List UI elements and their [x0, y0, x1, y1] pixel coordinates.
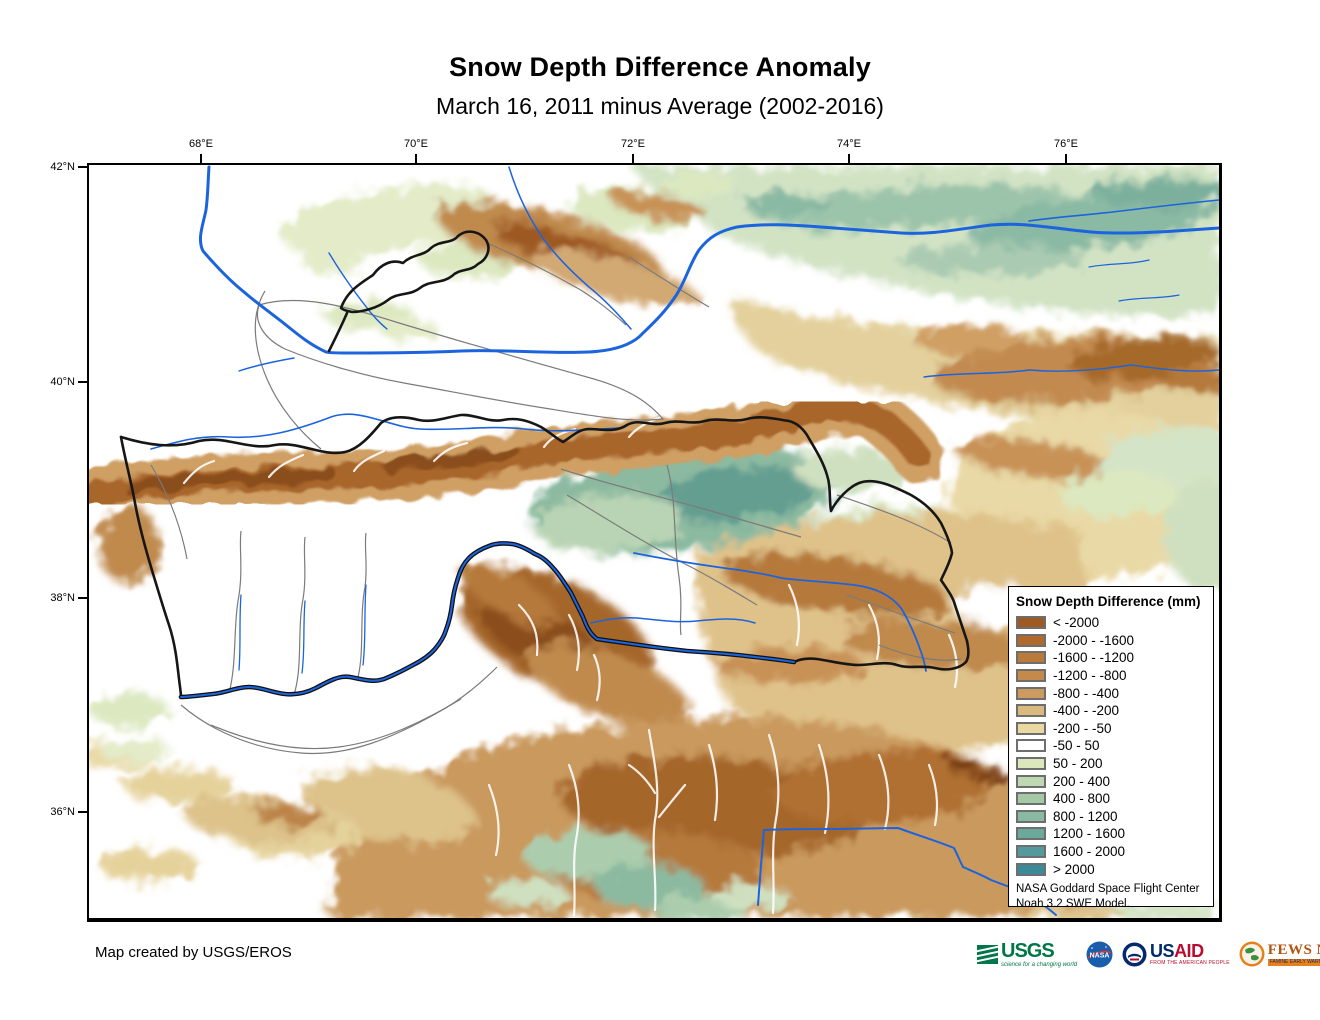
nasa-meatball-icon: NASA — [1086, 941, 1113, 967]
legend-label: 400 - 800 — [1053, 791, 1111, 807]
legend-label: -800 - -400 — [1053, 685, 1120, 701]
fewsnet-globe-icon — [1239, 941, 1265, 967]
legend-label: -50 - 50 — [1053, 738, 1100, 754]
lon-tick-label: 68°E — [189, 138, 213, 150]
usgs-wordmark: USGS — [1001, 939, 1055, 962]
lat-tick-mark — [78, 381, 87, 383]
legend-source-line2: Noah 3.2 SWE Model. — [1016, 897, 1130, 910]
page-subtitle: March 16, 2011 minus Average (2002-2016) — [436, 93, 884, 119]
legend-label: -400 - -200 — [1053, 703, 1120, 719]
legend-label: < -2000 — [1053, 615, 1100, 631]
fewsnet-tagline: FAMINE EARLY WARNING SYSTEMS NETWORK — [1267, 958, 1320, 966]
lon-tick-label: 70°E — [404, 138, 428, 150]
legend-label: 1200 - 1600 — [1053, 826, 1126, 842]
legend-row: 1600 - 2000 — [1016, 843, 1207, 861]
legend-swatch — [1016, 633, 1046, 647]
legend-swatch — [1016, 757, 1046, 771]
map-canvas — [89, 165, 1219, 918]
lat-tick-mark — [78, 597, 87, 599]
usgs-logo: USGS science for a changing world — [977, 941, 1077, 968]
map-legend: Snow Depth Difference (mm) < -2000 -2000 … — [1008, 586, 1214, 910]
fewsnet-wordmark: FEWS NET — [1267, 941, 1320, 958]
legend-row: 400 - 800 — [1016, 790, 1207, 808]
legend-row: -800 - -400 — [1016, 684, 1207, 702]
usgs-tagline: science for a changing world — [1001, 961, 1078, 968]
map-credit: Map created by USGS/EROS — [95, 944, 292, 961]
lon-tick-label: 74°E — [837, 138, 861, 150]
legend-row: 1200 - 1600 — [1016, 825, 1207, 843]
legend-row: > 2000 — [1016, 860, 1207, 878]
page-title: Snow Depth Difference Anomaly — [449, 52, 871, 82]
valley-dendrites — [182, 415, 959, 917]
header: Snow Depth Difference Anomaly March 16, … — [0, 0, 1320, 120]
legend-swatch — [1016, 792, 1046, 806]
lon-tick-label: 72°E — [621, 138, 645, 150]
subbasin-boundaries — [150, 242, 962, 755]
legend-label: > 2000 — [1053, 861, 1095, 877]
legend-swatch — [1016, 721, 1046, 735]
legend-row: -200 - -50 — [1016, 720, 1207, 738]
legend-row: -2000 - -1600 — [1016, 632, 1207, 650]
legend-label: 200 - 400 — [1053, 773, 1111, 789]
legend-title: Snow Depth Difference (mm) — [1016, 594, 1201, 609]
legend-swatch — [1016, 686, 1046, 700]
legend-row: < -2000 — [1016, 614, 1207, 632]
legend-swatch — [1016, 669, 1046, 683]
legend-label: -1600 - -1200 — [1053, 650, 1135, 666]
lat-tick-label: 36°N — [50, 806, 75, 818]
legend-label: -200 - -50 — [1053, 720, 1112, 736]
usaid-wordmark-us: US — [1150, 941, 1175, 961]
legend-swatch — [1016, 774, 1046, 788]
lat-tick-mark — [78, 811, 87, 813]
legend-row: 800 - 1200 — [1016, 808, 1207, 826]
legend-row: 200 - 400 — [1016, 772, 1207, 790]
legend-swatch — [1016, 651, 1046, 665]
legend-swatch — [1016, 704, 1046, 718]
lon-tick-mark — [1065, 154, 1067, 163]
legend-swatch — [1016, 827, 1046, 841]
legend-label: -2000 - -1600 — [1053, 632, 1135, 648]
usaid-seal-icon — [1122, 942, 1147, 966]
nasa-logo: NASA — [1086, 941, 1113, 968]
legend-label: -1200 - -800 — [1053, 668, 1127, 684]
legend-swatch — [1016, 739, 1046, 753]
legend-row: -400 - -200 — [1016, 702, 1207, 720]
lon-tick-mark — [848, 154, 850, 163]
legend-swatch — [1016, 845, 1046, 859]
usgs-flag-icon — [977, 944, 998, 964]
lat-tick-label: 38°N — [50, 592, 75, 604]
legend-swatch — [1016, 862, 1046, 876]
lon-tick-mark — [415, 154, 417, 163]
lat-tick-label: 40°N — [50, 376, 75, 388]
terrain-ridges — [89, 382, 945, 522]
legend-label: 1600 - 2000 — [1053, 844, 1126, 860]
svg-text:NASA: NASA — [1090, 952, 1110, 959]
logo-row: USGS science for a changing world NASA — [977, 937, 1320, 971]
usaid-wordmark-aid: AID — [1174, 941, 1204, 961]
legend-swatch — [1016, 809, 1046, 823]
lon-tick-mark — [200, 154, 202, 163]
legend-source-line1: NASA Goddard Space Flight Center — [1016, 882, 1200, 895]
legend-swatch — [1016, 616, 1046, 630]
lat-tick-label: 42°N — [50, 161, 75, 173]
map-frame: 68°E 70°E 72°E 74°E 76°E 42°N 40°N 38°N 36°N — [50, 138, 1222, 922]
basin-boundaries — [119, 230, 970, 700]
legend-source: NASA Goddard Space Flight Center Noah 3.… — [1016, 882, 1207, 911]
lat-tick-mark — [78, 166, 87, 168]
lon-tick-label: 76°E — [1054, 138, 1078, 150]
fewsnet-logo: FEWS NET FAMINE EARLY WARNING SYSTEMS NE… — [1239, 941, 1320, 967]
usaid-logo: USAID FROM THE AMERICAN PEOPLE — [1122, 942, 1230, 967]
legend-row: -1600 - -1200 — [1016, 649, 1207, 667]
legend-row: 50 - 200 — [1016, 755, 1207, 773]
legend-row: -1200 - -800 — [1016, 667, 1207, 685]
legend-rows: < -2000 -2000 - -1600 -1600 - -1200 -1200 -… — [1016, 614, 1207, 878]
usaid-tagline: FROM THE AMERICAN PEOPLE — [1150, 960, 1230, 966]
legend-label: 800 - 1200 — [1053, 808, 1118, 824]
legend-row: -50 - 50 — [1016, 737, 1207, 755]
lon-tick-mark — [632, 154, 634, 163]
legend-label: 50 - 200 — [1053, 756, 1103, 772]
